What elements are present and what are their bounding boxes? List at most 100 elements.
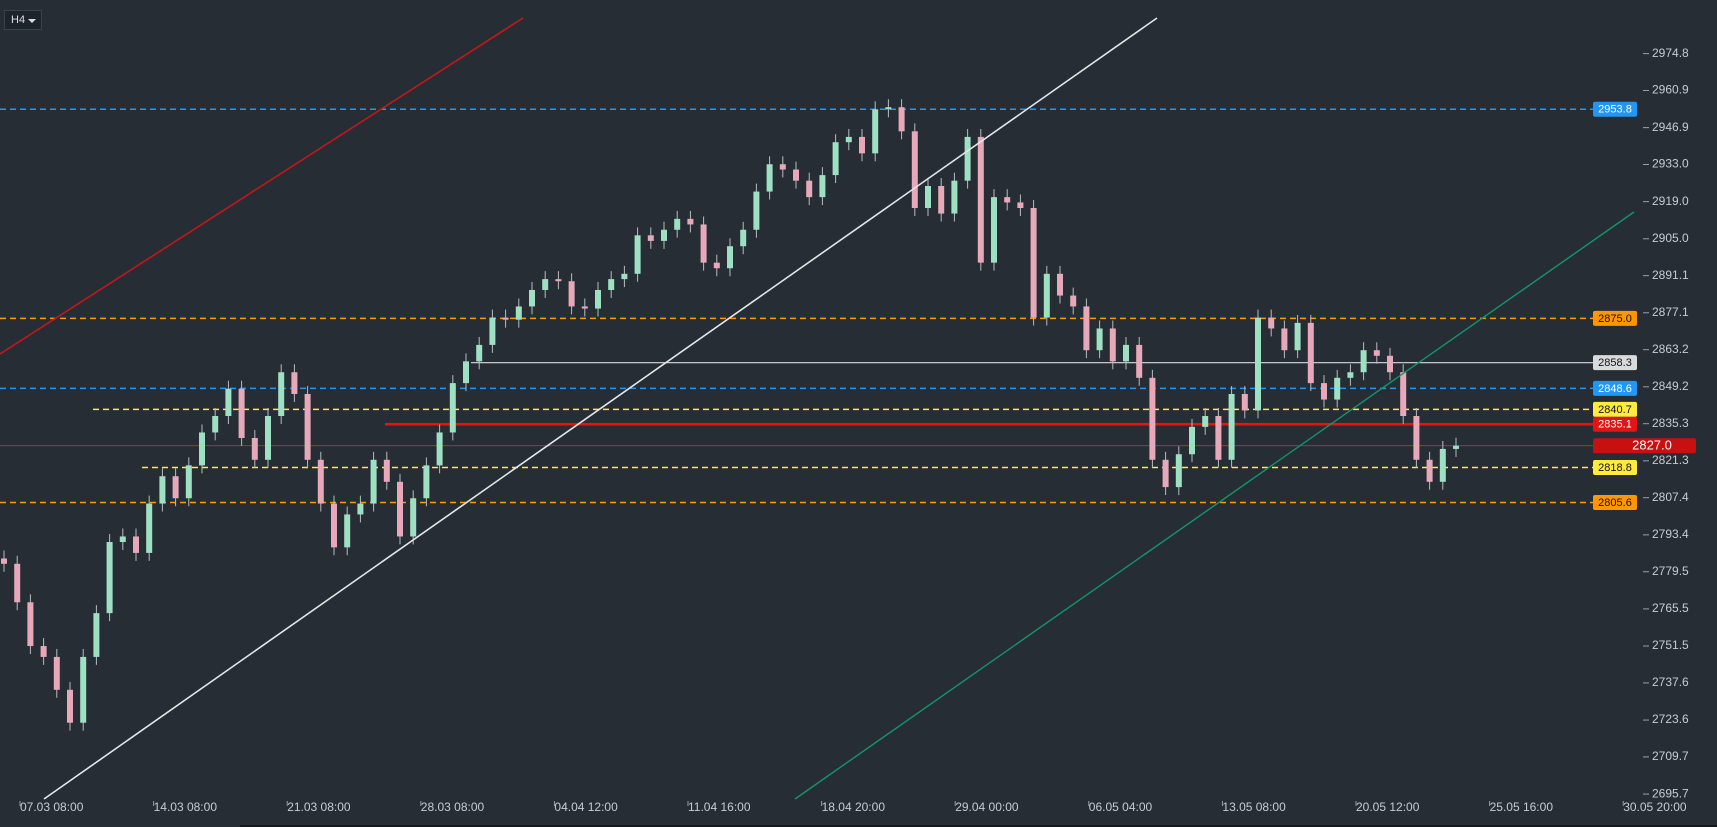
candle-body (753, 191, 760, 230)
level-label: 2805.6 (1593, 495, 1637, 511)
level-label-bg (1593, 380, 1637, 396)
candle-body (1189, 426, 1195, 455)
candle-body (885, 107, 892, 110)
candle-body (898, 107, 905, 132)
candle-body (687, 218, 694, 225)
candle-body (806, 180, 813, 198)
level-label-bg (1593, 310, 1637, 326)
dropdown-caret (28, 19, 36, 23)
level-label: 2827.0 (1593, 438, 1696, 454)
candle-body (93, 613, 100, 657)
candle-body (674, 218, 681, 230)
y-tick-label: 2919.0 (1652, 194, 1689, 208)
y-tick-label: 2891.1 (1652, 268, 1689, 282)
level-label: 2848.6 (1593, 380, 1637, 396)
x-tick-label: 14.03 08:00 (154, 800, 218, 814)
candle-body (1241, 393, 1248, 411)
x-tick-label: 25.05 16:00 (1490, 800, 1554, 814)
candle-body (1413, 416, 1420, 460)
candle-body (133, 536, 139, 553)
candle-body (713, 262, 720, 269)
x-tick-label: 28.03 08:00 (421, 800, 485, 814)
x-tick-label: 07.03 08:00 (20, 800, 84, 814)
level-label-text: 2818.8 (1598, 462, 1632, 474)
candle-body (119, 536, 126, 543)
y-tick-label: 2849.2 (1652, 379, 1689, 393)
y-tick-label: 2946.9 (1652, 120, 1689, 134)
candle-body (1360, 350, 1367, 373)
candle-body (819, 175, 826, 198)
candle-body (80, 656, 87, 723)
candle-body (832, 142, 839, 176)
candle-body (40, 646, 47, 657)
y-tick-label: 2835.3 (1652, 416, 1689, 430)
level-label-text: 2875.0 (1598, 313, 1632, 325)
candle-body (1162, 459, 1169, 488)
time-axis-bg (0, 810, 1717, 827)
candle-body (1070, 295, 1077, 307)
candle-body (647, 235, 654, 241)
level-label-text: 2805.6 (1598, 497, 1632, 509)
candle-body (1096, 328, 1103, 351)
x-tick-label: 29.04 00:00 (955, 800, 1019, 814)
candle-body (1109, 328, 1116, 362)
candle-body (159, 476, 166, 504)
candle-body (1387, 355, 1393, 373)
y-tick-label: 2807.4 (1652, 490, 1689, 504)
candle-body (1175, 454, 1182, 488)
candle-body (1400, 372, 1407, 417)
candle-body (67, 689, 73, 723)
candle-body (1215, 416, 1222, 460)
candle-body (1453, 445, 1459, 449)
x-tick-label: 18.04 20:00 (822, 800, 886, 814)
y-tick-label: 2765.5 (1652, 601, 1689, 615)
candle-body (1123, 344, 1129, 362)
candle-body (199, 432, 205, 466)
candle-body (146, 503, 153, 553)
candle-body (568, 281, 575, 307)
y-tick-label: 2751.5 (1652, 638, 1689, 652)
candle-body (317, 459, 324, 504)
x-tick-label: 20.05 12:00 (1356, 800, 1420, 814)
candle-body (529, 289, 535, 307)
candle-body (1083, 306, 1090, 351)
level-label-bg (1593, 459, 1637, 475)
y-tick-label: 2793.4 (1652, 527, 1689, 541)
candle-body (449, 383, 456, 433)
candle-body (925, 185, 931, 209)
trend-line-green[interactable] (794, 211, 1635, 800)
candle-body (1268, 317, 1275, 329)
timeframe-selector[interactable]: H4 (4, 10, 42, 30)
candle-body (436, 432, 443, 466)
price-axis-bg (1643, 0, 1717, 827)
level-label-text: 2848.6 (1598, 383, 1632, 395)
trend-line-red[interactable] (0, 17, 524, 355)
y-tick-label: 2933.0 (1652, 157, 1689, 171)
candle-body (27, 602, 34, 647)
candle-body (383, 459, 390, 482)
candle-body (977, 136, 984, 263)
candle-body (779, 164, 786, 170)
level-label-bg (1593, 416, 1637, 432)
candle-body (595, 289, 601, 309)
bottom-strip (240, 825, 1717, 827)
y-tick-label: 2821.3 (1652, 453, 1689, 467)
level-label-bg (1593, 401, 1637, 417)
x-tick-label: 04.04 12:00 (554, 800, 618, 814)
candle-body (1228, 393, 1235, 460)
candle-body (727, 246, 733, 269)
level-label-text: 2827.0 (1632, 438, 1672, 453)
candle-body (423, 465, 430, 499)
trend-line-white[interactable] (43, 17, 1158, 800)
y-tick-label: 2723.6 (1652, 712, 1689, 726)
level-label-text: 2858.3 (1598, 357, 1632, 369)
candle-body (859, 136, 865, 154)
candle-body (766, 164, 773, 192)
candle-body (476, 344, 483, 362)
candle-body (265, 416, 271, 460)
candle-body (608, 279, 615, 290)
candle-body (1, 558, 7, 564)
level-label: 2818.8 (1593, 459, 1637, 475)
